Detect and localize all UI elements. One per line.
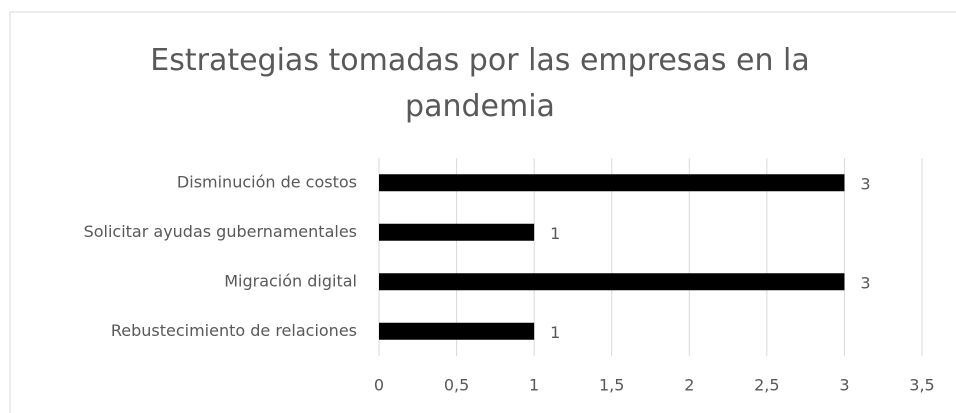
x-tick-label: 2	[684, 376, 694, 395]
y-tick-label: Solicitar ayudas gubernamentales	[84, 222, 357, 241]
y-tick-label: Disminución de costos	[177, 172, 357, 191]
data-label: 1	[550, 224, 560, 243]
x-tick-label: 3	[839, 376, 849, 395]
chart-title: Estrategias tomadas por las empresas en …	[150, 43, 810, 124]
x-tick-label: 0,5	[444, 376, 469, 395]
x-tick-label: 2,5	[754, 376, 779, 395]
x-tick-label: 3,5	[909, 376, 934, 395]
data-label: 1	[550, 323, 560, 342]
data-label: 3	[860, 273, 870, 292]
bar	[379, 223, 535, 241]
bar	[379, 273, 845, 291]
x-tick-label: 1,5	[599, 376, 624, 395]
x-tick-label: 0	[374, 376, 384, 395]
data-label: 3	[860, 174, 870, 193]
bar	[379, 322, 535, 340]
y-tick-label: Rebustecimiento de relaciones	[111, 321, 357, 340]
chart-border	[9, 11, 956, 413]
y-tick-label: Migración digital	[224, 271, 357, 290]
x-tick-label: 1	[529, 376, 539, 395]
bar	[379, 174, 845, 192]
